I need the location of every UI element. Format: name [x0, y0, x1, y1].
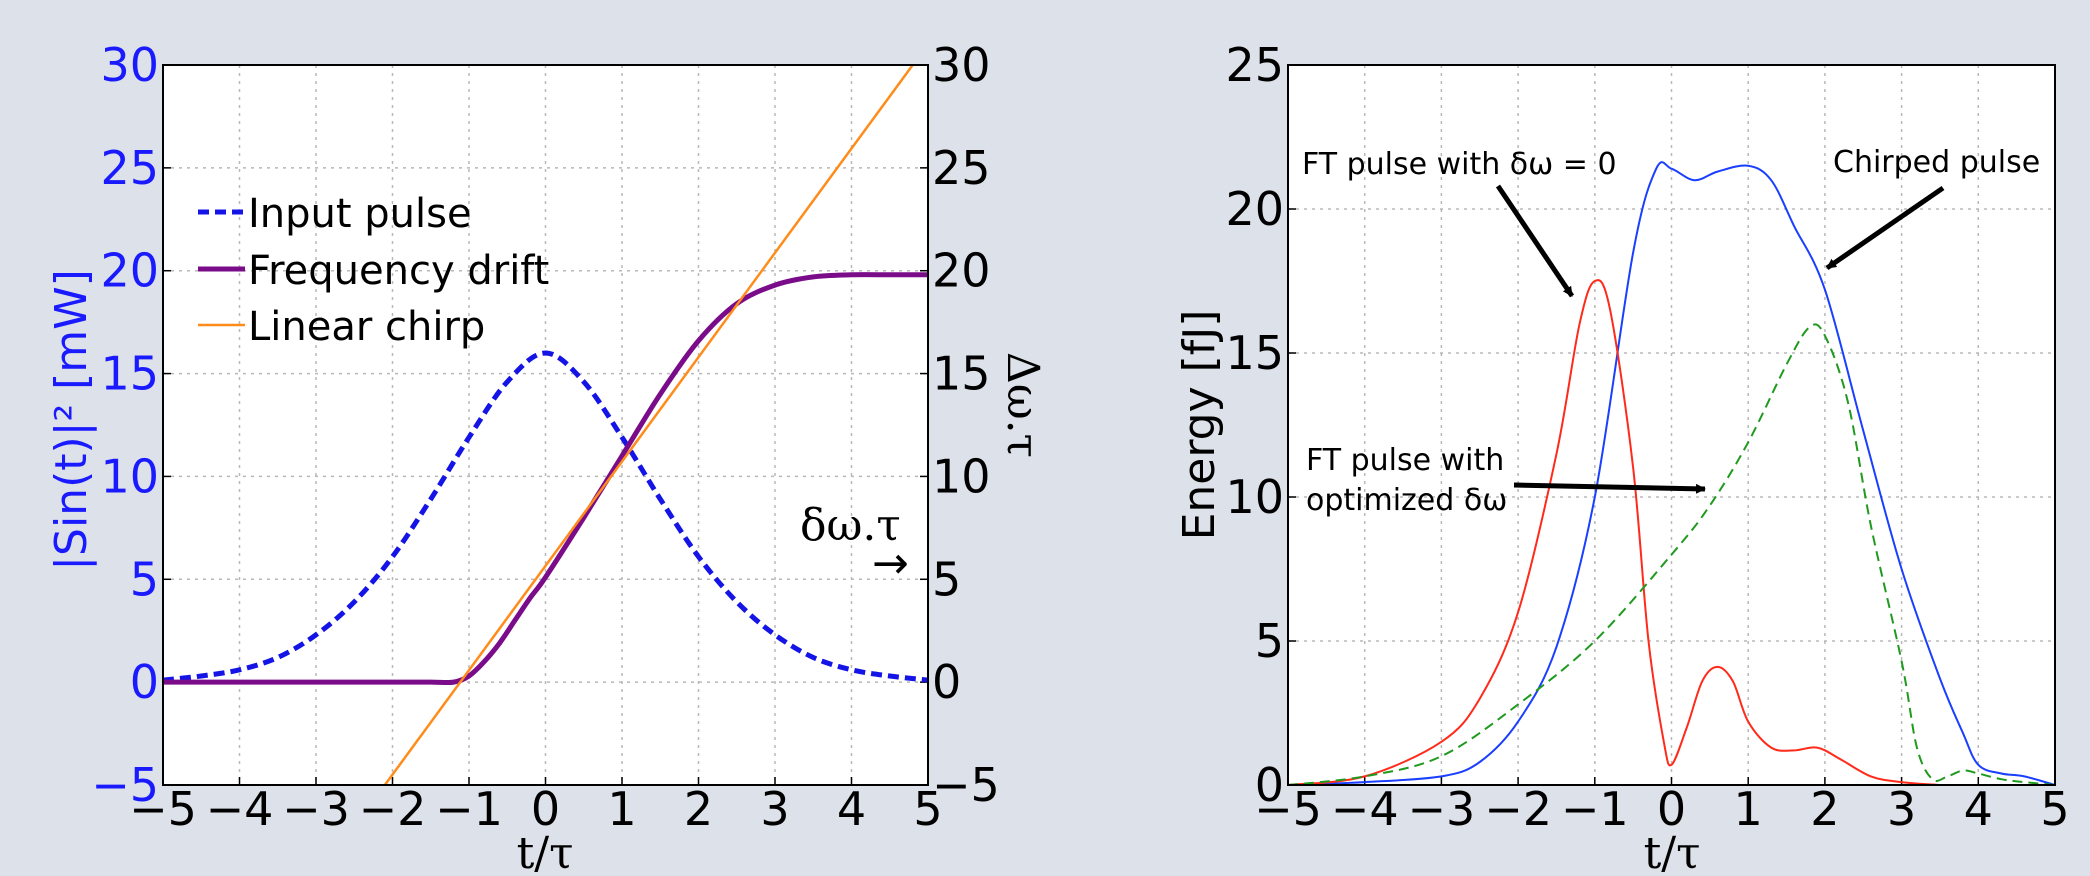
x-tick-label: 0	[1657, 782, 1686, 836]
x-tick-label: −3	[1407, 782, 1475, 836]
series-linear-chirp	[383, 65, 914, 785]
y-right-tick-label: 25	[932, 141, 991, 195]
y-tick-label: 15	[100, 347, 159, 401]
y-right-tick-label: −5	[932, 758, 1000, 812]
series-right	[1288, 161, 2055, 785]
series-group	[163, 65, 928, 785]
series-ft-zero	[1288, 279, 1940, 785]
x-tick-label: 1	[1734, 782, 1763, 836]
frame-left	[162, 64, 929, 786]
annotation-ft-opt-line1: FT pulse with	[1306, 443, 1504, 478]
y-tick-label: 0	[130, 655, 159, 709]
x-tick-label: 3	[760, 782, 789, 836]
y-tick-label: 25	[1225, 38, 1284, 92]
legend-label-chirp: Linear chirp	[248, 304, 485, 350]
y-tick-label: 20	[1225, 182, 1284, 236]
y-tick-label: 30	[100, 38, 159, 92]
x-tick-label: −1	[435, 782, 503, 836]
y-right-tick-label: 10	[932, 449, 991, 503]
y-axis-label-right: Δω.τ	[997, 352, 1048, 458]
delta-omega-arrow-icon: →	[872, 538, 909, 589]
x-tick-label: 4	[1964, 782, 1993, 836]
y-right-tick-label: 20	[932, 244, 991, 298]
arrow-ft-opt	[1513, 482, 1706, 494]
x-tick-label: 2	[684, 782, 713, 836]
y-axis-label-energy: Energy [fJ]	[1174, 310, 1225, 541]
arrow-chirped	[1825, 185, 1945, 271]
x-tick-label: 4	[837, 782, 866, 836]
y-right-tick-label: 15	[932, 347, 991, 401]
frame-right	[1287, 64, 2056, 786]
delta-omega-tau-annotation: δω.τ	[800, 500, 901, 551]
annotation-ft-zero: FT pulse with δω = 0	[1302, 147, 1617, 182]
series-frequency-drift	[163, 272, 928, 686]
y-axis-label-left: |Sin(t)|² [mW]	[46, 269, 97, 571]
legend: Input pulse Frequency drift Linear chirp	[198, 191, 549, 350]
x-tick-label: −4	[1331, 782, 1399, 836]
y-tick-label: 5	[130, 552, 159, 606]
y-tick-label: 25	[100, 141, 159, 195]
x-ticks-right: −5 −4 −3 −2 −1 0 1 2 3 4 5	[1254, 782, 2070, 836]
series-group	[1288, 161, 2055, 785]
x-tick-label: 5	[913, 782, 942, 836]
y-tick-label: 10	[1225, 470, 1284, 524]
annotation-ft-opt-line2: optimized δω	[1306, 483, 1507, 518]
x-tick-label: −5	[1254, 782, 1322, 836]
x-tick-label: 1	[607, 782, 636, 836]
x-tick-label: 3	[1887, 782, 1916, 836]
y-tick-label: 20	[100, 244, 159, 298]
series-left	[163, 65, 928, 785]
legend-label-input: Input pulse	[248, 191, 472, 237]
y-tick-label: −5	[91, 758, 159, 812]
y-right-tick-label: 30	[932, 38, 991, 92]
y-tick-label: 5	[1255, 614, 1284, 668]
series-ft-optimized	[1288, 323, 2055, 785]
x-tick-label: −2	[1484, 782, 1552, 836]
y-tick-label: 15	[1225, 326, 1284, 380]
x-tick-label: 0	[531, 782, 560, 836]
x-tick-label: −2	[359, 782, 427, 836]
y-tick-label: 0	[1255, 758, 1284, 812]
x-tick-label: −5	[129, 782, 197, 836]
series-chirped-pulse	[1288, 161, 2055, 785]
legend-label-drift: Frequency drift	[248, 248, 549, 294]
x-tick-label: −1	[1561, 782, 1629, 836]
x-tick-label: 5	[2040, 782, 2069, 836]
x-ticks-left: −5 −4 −3 −2 −1 0 1 2 3 4 5	[129, 782, 943, 836]
x-axis-label-right: t/τ	[1644, 828, 1701, 876]
x-tick-label: −3	[282, 782, 350, 836]
y-right-tick-label: 5	[932, 552, 961, 606]
y-ticks-left: −5 0 5 10 15 20 25 30	[91, 38, 159, 812]
arrow-ft-zero	[1495, 184, 1575, 298]
y-ticks-right: −5 0 5 10 15 20 25 30	[932, 38, 1000, 812]
x-tick-label: 2	[1810, 782, 1839, 836]
y-ticks-right-chart: 0 5 10 15 20 25	[1225, 38, 1284, 812]
x-axis-label-left: t/τ	[517, 828, 574, 876]
y-right-tick-label: 0	[932, 655, 961, 709]
x-tick-label: −4	[206, 782, 274, 836]
annotation-chirped: Chirped pulse	[1833, 145, 2040, 180]
series-input-pulse	[163, 350, 928, 683]
y-tick-label: 10	[100, 449, 159, 503]
